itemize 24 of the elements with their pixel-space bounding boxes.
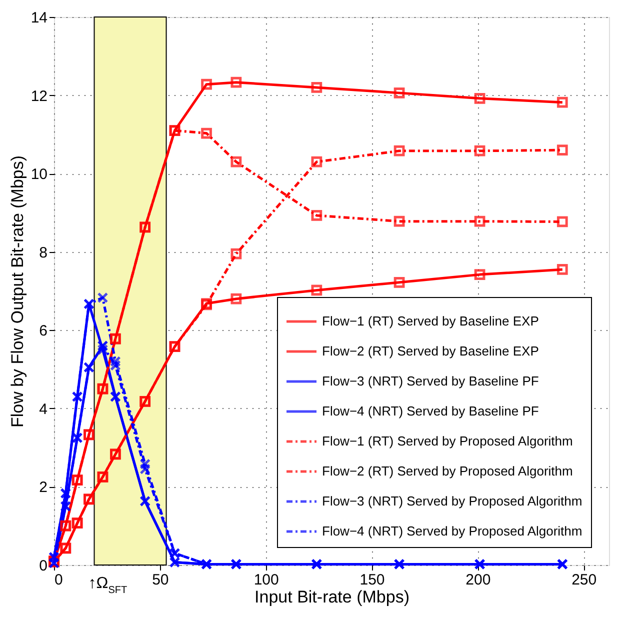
y-tick-label: 2 xyxy=(39,479,48,496)
y-axis-title: Flow by Flow Output Bit-rate (Mbps) xyxy=(8,155,27,428)
legend-label: Flow−2 (RT) Served by Baseline EXP xyxy=(322,344,539,358)
x-axis-title: Input Bit-rate (Mbps) xyxy=(254,588,410,606)
legend-label: Flow−1 (RT) Served by Proposed Algorithm xyxy=(322,434,573,448)
x-tick-label: 0 xyxy=(54,572,63,588)
legend-label: Flow−4 (NRT) Served by Baseline PF xyxy=(322,404,539,418)
y-tick-label: 10 xyxy=(30,166,48,184)
legend-label: Flow−3 (NRT) Served by Baseline PF xyxy=(322,374,539,388)
y-tick-label: 0 xyxy=(39,558,48,574)
x-tick-label: 250 xyxy=(572,572,597,588)
legend-label: Flow−3 (NRT) Served by Proposed Algorithm xyxy=(322,494,582,508)
x-tick-label: 200 xyxy=(466,572,491,588)
x-tick-label: 150 xyxy=(360,572,385,588)
y-tick-label: 6 xyxy=(39,322,48,340)
legend-label: Flow−2 (RT) Served by Proposed Algorithm xyxy=(322,464,573,478)
y-tick-label: 8 xyxy=(39,244,48,262)
legend-label: Flow−1 (RT) Served by Baseline EXP xyxy=(322,314,539,328)
x-tick-label: 100 xyxy=(254,572,279,588)
y-tick-label: 14 xyxy=(30,10,48,26)
x-tick-label: 50 xyxy=(152,572,169,588)
y-tick-label: 4 xyxy=(39,400,48,418)
y-tick-label: 12 xyxy=(30,88,48,105)
legend-label: Flow−4 (NRT) Served by Proposed Algorithm xyxy=(322,524,582,538)
